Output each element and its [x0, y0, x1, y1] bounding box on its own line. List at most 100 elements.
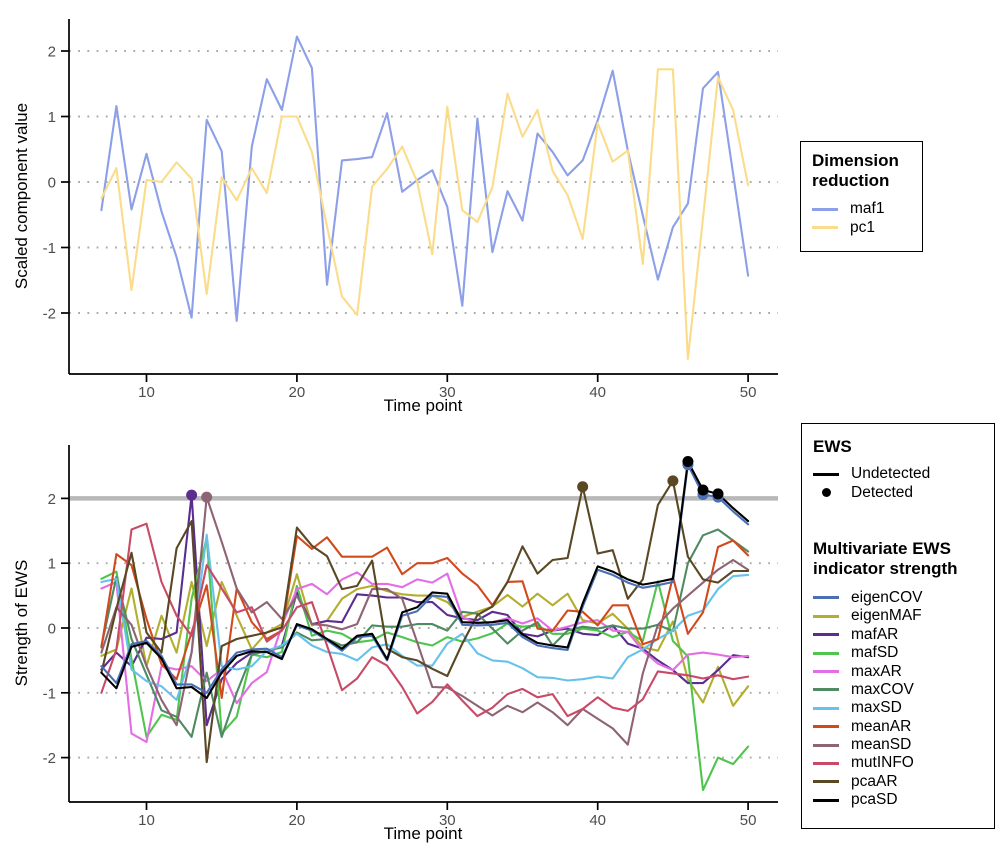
legend-item-mafAR: mafAR — [813, 626, 988, 644]
series-line-meanAR — [100, 534, 750, 700]
legend-indicator-items: eigenCOV eigenMAF mafAR mafSD maxAR maxCOV max… — [813, 589, 988, 810]
y-tick-label: -2 — [43, 750, 56, 767]
y-tick-label: 2 — [48, 44, 56, 61]
legend-title-line1: Dimension — [812, 151, 899, 170]
series-line-eigenCOV — [100, 463, 750, 694]
y-tick-label: 0 — [48, 621, 56, 638]
legend-label: maxAR — [851, 662, 902, 680]
legend-label: eigenMAF — [851, 607, 922, 625]
x-tick-label: 20 — [289, 384, 306, 401]
detected-point-mafAR — [186, 489, 198, 501]
series-line-maxCOV — [100, 528, 750, 738]
legend-label: maxCOV — [851, 680, 914, 698]
legend-item-mafSD: mafSD — [813, 644, 988, 662]
x-tick-label: 30 — [439, 384, 456, 401]
line-key-icon — [813, 670, 839, 674]
series-line-pcaSD — [100, 460, 750, 700]
legend-label: meanSD — [851, 736, 912, 754]
legend-item-meanSD: meanSD — [813, 736, 988, 754]
line-key-icon — [813, 761, 839, 765]
legend-item-meanAR: meanAR — [813, 718, 988, 736]
legend-item-Undetected: Undetected — [813, 465, 988, 483]
x-tick-label: 10 — [138, 384, 155, 401]
legend-label: pcaSD — [851, 791, 898, 809]
line-key-icon — [813, 743, 839, 747]
legend-title: Dimension reduction — [812, 151, 916, 191]
legend-label: pcaAR — [851, 772, 898, 790]
legend-item-Detected: Detected — [813, 483, 988, 501]
x-axis-title: Time point — [384, 824, 463, 843]
line-key-icon — [813, 633, 839, 637]
legend-label: Detected — [851, 483, 914, 501]
line-key-icon — [813, 614, 839, 618]
y-tick-label: -1 — [43, 240, 56, 257]
y-tick-label: 1 — [48, 556, 56, 573]
legend-ews-title: EWS — [813, 437, 852, 456]
legend-indicators-title-line1: Multivariate EWS — [813, 538, 951, 558]
detected-point-pcaSD — [682, 455, 694, 467]
series-line-pc1 — [100, 68, 750, 360]
line-key-icon — [813, 798, 839, 802]
line-key-icon — [813, 651, 839, 655]
x-tick-label: 20 — [289, 812, 306, 829]
x-axis-title: Time point — [384, 396, 463, 415]
legend-item-eigenCOV: eigenCOV — [813, 589, 988, 607]
detected-point-meanSD — [201, 491, 213, 503]
legend-item-maxAR: maxAR — [813, 662, 988, 680]
line-key-icon — [812, 226, 838, 230]
legend-item-maf1: maf1 — [812, 200, 916, 218]
legend-indicators-title-line2: indicator strength — [813, 558, 958, 578]
legend-item-pcaSD: pcaSD — [813, 791, 988, 809]
y-tick-label: -1 — [43, 685, 56, 702]
legend-item-eigenMAF: eigenMAF — [813, 607, 988, 625]
legend-indicators-title: Multivariate EWS indicator strength — [813, 539, 988, 579]
line-key-icon — [813, 688, 839, 692]
legend-dimension-reduction: Dimension reduction maf1 pc1 — [800, 141, 923, 252]
y-tick-label: 2 — [48, 491, 56, 508]
series-line-maf1 — [100, 35, 750, 322]
line-key-icon — [812, 207, 838, 211]
legend-label: pc1 — [850, 218, 875, 236]
x-tick-label: 30 — [439, 812, 456, 829]
legend-label: eigenCOV — [851, 588, 923, 606]
line-key-icon — [813, 706, 839, 710]
line-key-icon — [813, 725, 839, 729]
line-key-icon — [813, 780, 839, 784]
legend-label: Undetected — [851, 465, 931, 483]
legend-item-maxSD: maxSD — [813, 699, 988, 717]
legend-label: meanAR — [851, 717, 912, 735]
x-tick-label: 50 — [740, 812, 757, 829]
legend-label: mafAR — [851, 625, 899, 643]
legend-spacer — [813, 502, 988, 539]
legend-ews: EWS Undetected Detected Multivariate EWS … — [801, 423, 995, 829]
x-tick-label: 40 — [589, 812, 606, 829]
dot-key-icon — [813, 488, 839, 498]
x-tick-label: 50 — [740, 384, 757, 401]
legend-label: mutINFO — [851, 754, 914, 772]
detected-point-pcaAR — [667, 475, 679, 487]
legend-item-pc1: pc1 — [812, 218, 916, 236]
legend-label: maxSD — [851, 699, 902, 717]
legend-items: maf1 pc1 — [812, 200, 916, 237]
series-line-pcaAR — [100, 479, 750, 764]
series-line-eigenMAF — [100, 573, 750, 707]
x-tick-label: 40 — [589, 384, 606, 401]
y-tick-label: 0 — [48, 175, 56, 192]
legend-label: mafSD — [851, 644, 899, 662]
legend-item-pcaAR: pcaAR — [813, 773, 988, 791]
x-tick-label: 10 — [138, 812, 155, 829]
legend-item-maxCOV: maxCOV — [813, 681, 988, 699]
y-tick-label: 1 — [48, 109, 56, 126]
y-tick-label: -2 — [43, 306, 56, 323]
line-key-icon — [813, 472, 839, 476]
series-line-mutINFO — [100, 522, 750, 718]
line-key-icon — [813, 596, 839, 600]
legend-item-mutINFO: mutINFO — [813, 754, 988, 772]
legend-title-line2: reduction — [812, 171, 890, 190]
detected-point-pcaAR — [577, 481, 589, 493]
detected-point-pcaSD — [697, 484, 709, 496]
detected-point-pcaSD — [712, 488, 724, 500]
legend-label: maf1 — [850, 200, 885, 218]
